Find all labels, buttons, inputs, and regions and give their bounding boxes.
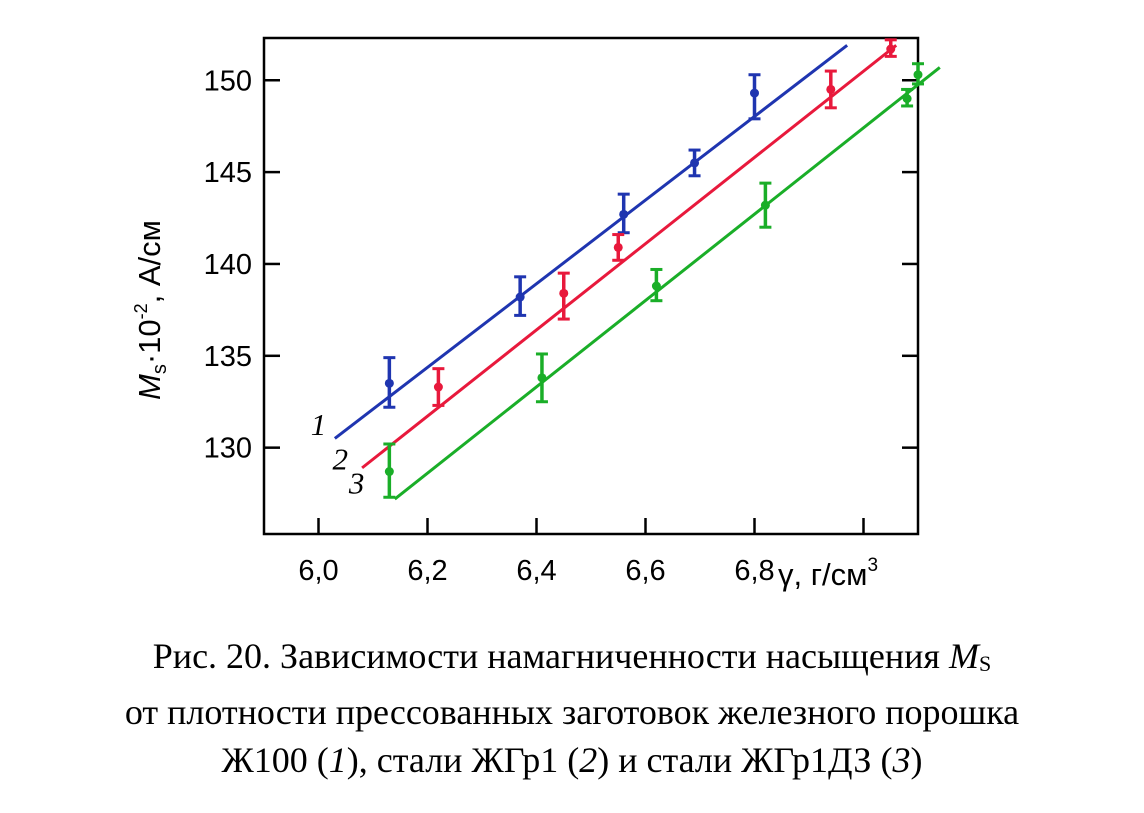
caption-line-3-a: Ж100 ( [221, 740, 329, 780]
y-tick-label: 140 [204, 249, 252, 281]
data-point-3 [760, 200, 770, 210]
y-tick-label: 145 [204, 157, 252, 189]
caption-line-3-c: ) и стали ЖГр1ДЗ ( [597, 740, 893, 780]
caption-symbol: M [948, 636, 979, 676]
data-point-2 [613, 242, 623, 252]
data-point-2 [886, 44, 896, 54]
y-tick-label: 150 [204, 65, 252, 97]
line-labels: 123 [311, 407, 365, 501]
caption-line-2: от плотности прессованных заготовок желе… [124, 692, 1020, 732]
line-label-3: 3 [348, 466, 365, 501]
plot-frame [262, 36, 920, 536]
caption-line-1: Рис. 20. Зависимости намагниченности нас… [0, 632, 1144, 688]
data-point-1 [515, 292, 525, 302]
data-points [383, 38, 924, 499]
fit-lines [333, 44, 941, 501]
figure-caption: Рис. 20. Зависимости намагниченности нас… [0, 632, 1144, 784]
data-point-1 [690, 158, 700, 168]
data-point-3 [902, 94, 912, 104]
caption-number-1: 1 [328, 740, 347, 780]
data-point-1 [619, 209, 629, 219]
y-tick-label: 135 [204, 341, 252, 373]
line-label-1: 1 [311, 407, 327, 442]
data-point-1 [384, 378, 394, 388]
y-tick-label: 130 [204, 433, 252, 465]
data-point-2 [826, 84, 836, 94]
caption-number-3: 3 [892, 740, 911, 780]
axis-ticks: 6,0 6,2 6,4 6,6 6,8 130 135 140 145 150 [204, 65, 918, 587]
caption-subscript: S [978, 651, 992, 676]
data-point-2 [433, 382, 443, 392]
caption-line-3-d: ) [910, 740, 923, 780]
x-tick-label: 6,8 [734, 555, 774, 587]
data-point-2 [559, 288, 569, 298]
y-axis-title: Ms·10-2, А/см [131, 220, 171, 400]
x-tick-label: 6,6 [625, 555, 665, 587]
caption-line-3-b: ), стали ЖГр1 ( [346, 740, 580, 780]
caption-number-2: 2 [579, 740, 598, 780]
data-point-1 [750, 88, 759, 98]
data-point-3 [384, 467, 394, 477]
line-label-2: 2 [333, 442, 349, 477]
x-axis-title: γ, г/см3 [778, 555, 878, 592]
caption-line-3: Ж100 (1), стали ЖГр1 (2) и стали ЖГр1ДЗ … [0, 736, 1144, 784]
fit-line-3 [393, 66, 941, 501]
x-tick-label: 6,2 [407, 555, 447, 587]
chart: 6,0 6,2 6,4 6,6 6,8 130 135 140 145 150 123 Ms·10… [131, 36, 941, 592]
x-tick-label: 6,4 [516, 555, 556, 587]
caption-line-1-text: Рис. 20. Зависимости намагниченности нас… [152, 636, 949, 676]
data-point-3 [537, 373, 547, 383]
data-point-3 [651, 281, 661, 291]
x-tick-label: 6,0 [298, 555, 338, 587]
data-point-3 [913, 70, 923, 80]
fit-line-1 [333, 44, 849, 440]
fit-line-2 [361, 44, 898, 470]
